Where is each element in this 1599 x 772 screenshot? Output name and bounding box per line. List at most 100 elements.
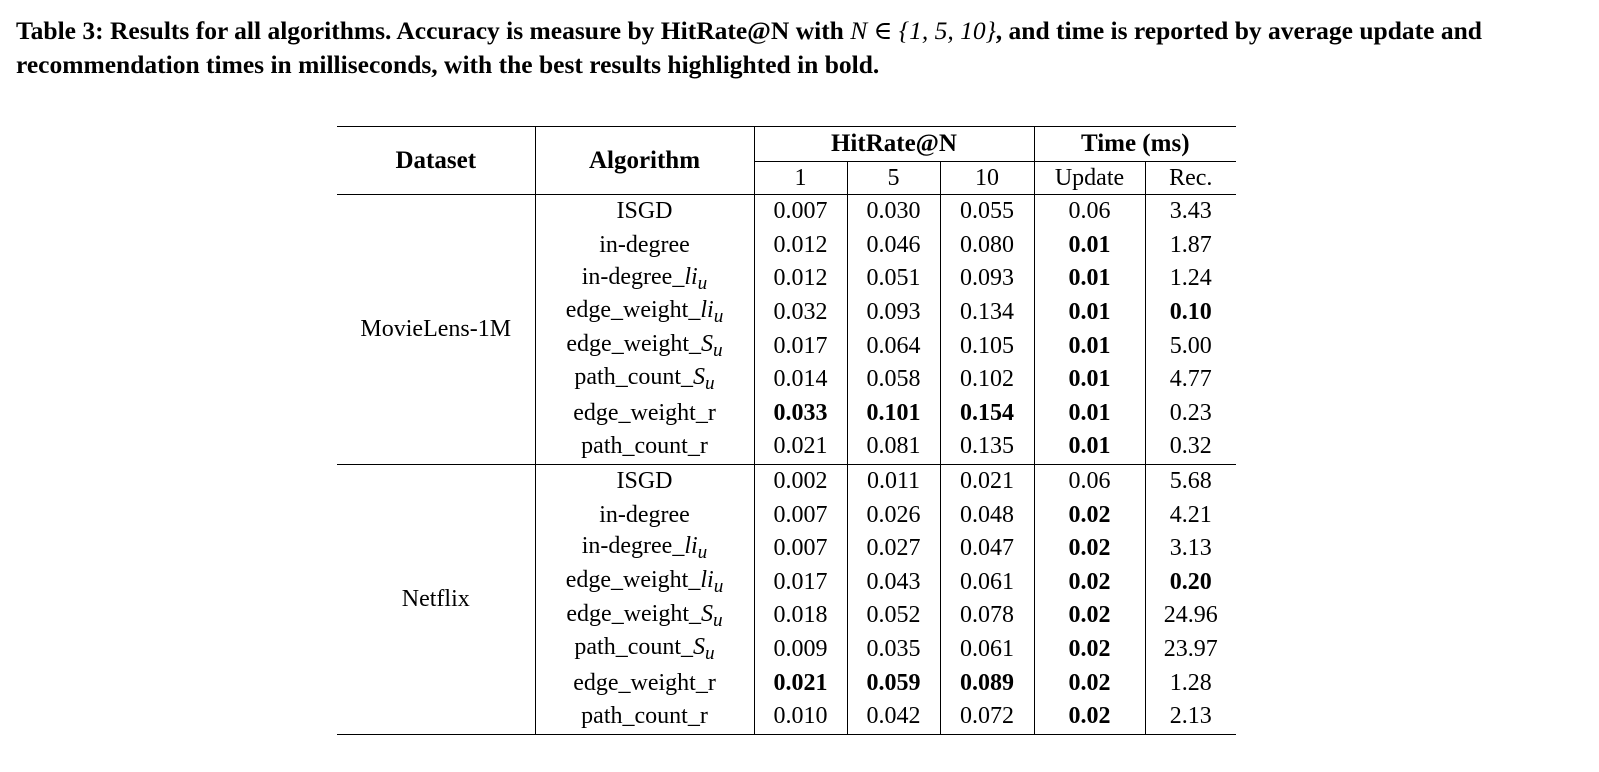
table-header: Dataset Algorithm HitRate@N Time (ms) 1 … [337, 126, 1236, 195]
algorithm-name: in-degree [599, 501, 690, 528]
rec-time-cell: 0.20 [1144, 565, 1236, 600]
update-time-cell: 0.02 [1033, 666, 1145, 700]
caption-math: N ∈ {1, 5, 10} [850, 16, 996, 45]
algorithm-cell: path_count_r [534, 430, 754, 465]
algorithm-variable: li [700, 566, 714, 593]
hitrate-5-cell: 0.081 [846, 430, 940, 465]
update-time-cell: 0.01 [1033, 262, 1145, 296]
algorithm-variable: li [684, 533, 698, 560]
update-time-cell: 0.02 [1033, 565, 1145, 600]
algorithm-name: edge_weight_ [566, 330, 702, 357]
algorithm-name: path_count_r [581, 703, 708, 730]
algorithm-subscript: u [713, 609, 723, 631]
table-row: in-degree 0.012 0.046 0.080 0.01 1.87 [337, 228, 1236, 263]
table-row: in-degree_liu 0.012 0.051 0.093 0.01 1.24 [337, 262, 1236, 296]
algorithm-name: ISGD [616, 198, 673, 225]
algorithm-subscript: u [713, 339, 723, 361]
algorithm-variable: S [693, 364, 706, 391]
hitrate-10-cell: 0.061 [939, 632, 1034, 667]
algorithm-cell: edge_weight_liu [534, 295, 754, 330]
rec-time-cell: 0.23 [1144, 396, 1236, 431]
rec-time-cell: 4.21 [1144, 498, 1236, 532]
hitrate-5-cell: 0.030 [846, 194, 940, 229]
update-time-cell: 0.06 [1033, 194, 1145, 229]
hitrate-1-cell: 0.021 [753, 666, 847, 700]
header-dataset: Dataset [337, 126, 535, 195]
header-time: Time (ms) [1033, 126, 1236, 162]
hitrate-5-cell: 0.101 [846, 396, 940, 431]
hitrate-1-cell: 0.007 [753, 498, 847, 532]
update-time-cell: 0.06 [1033, 464, 1145, 499]
header-hitrate: HitRate@N [753, 126, 1034, 162]
hitrate-10-cell: 0.047 [939, 531, 1034, 566]
header-algorithm: Algorithm [534, 126, 754, 195]
table-row: path_count_r 0.021 0.081 0.135 0.01 0.32 [337, 430, 1236, 465]
algorithm-cell: in-degree [534, 228, 754, 263]
rec-time-cell: 3.43 [1144, 194, 1236, 229]
hitrate-10-cell: 0.072 [939, 699, 1034, 734]
rec-time-cell: 1.28 [1144, 666, 1236, 700]
rec-time-cell: 5.68 [1144, 464, 1236, 499]
header-rec: Rec. [1144, 161, 1236, 195]
algorithm-name: ISGD [616, 468, 673, 495]
algorithm-cell: in-degree_liu [534, 262, 754, 296]
hitrate-10-cell: 0.154 [939, 396, 1034, 431]
table-row: edge_weight_liu 0.032 0.093 0.134 0.01 0.10 [337, 295, 1236, 330]
algorithm-name: edge_weight_ [566, 600, 702, 627]
table-row: path_count_r 0.010 0.042 0.072 0.02 2.13 [337, 699, 1236, 734]
algorithm-name: edge_weight_r [573, 399, 716, 426]
hitrate-1-cell: 0.012 [753, 228, 847, 263]
algorithm-cell: path_count_r [534, 699, 754, 734]
rec-time-cell: 4.77 [1144, 362, 1236, 397]
hitrate-10-cell: 0.089 [939, 666, 1034, 700]
algorithm-cell: path_count_Su [534, 632, 754, 667]
algorithm-variable: S [701, 600, 714, 627]
hitrate-10-cell: 0.134 [939, 295, 1034, 330]
table-row: edge_weight_Su 0.017 0.064 0.105 0.01 5.00 [337, 329, 1236, 363]
hitrate-10-cell: 0.080 [939, 228, 1034, 263]
update-time-cell: 0.01 [1033, 362, 1145, 397]
results-table: Dataset Algorithm HitRate@N Time (ms) 1 … [337, 126, 1236, 735]
hitrate-1-cell: 0.007 [753, 531, 847, 566]
algorithm-subscript: u [697, 272, 708, 294]
table-row: in-degree 0.007 0.026 0.048 0.02 4.21 [337, 498, 1236, 532]
hitrate-10-cell: 0.061 [939, 565, 1034, 600]
hitrate-5-cell: 0.058 [846, 362, 940, 397]
hitrate-10-cell: 0.048 [939, 498, 1034, 532]
update-time-cell: 0.01 [1033, 295, 1145, 330]
hitrate-1-cell: 0.012 [753, 262, 847, 296]
update-time-cell: 0.01 [1033, 329, 1145, 363]
rec-time-cell: 2.13 [1144, 699, 1236, 734]
header-hitrate-1: 1 [753, 161, 847, 195]
algorithm-name: in-degree_ [581, 533, 685, 560]
algorithm-variable: S [701, 330, 714, 357]
algorithm-name: edge_weight_ [565, 566, 701, 593]
hitrate-5-cell: 0.035 [846, 632, 940, 667]
algorithm-subscript: u [697, 542, 708, 564]
header-hitrate-10: 10 [939, 161, 1034, 195]
algorithm-name: path_count_ [574, 364, 694, 391]
table-row: in-degree_liu 0.007 0.027 0.047 0.02 3.13 [337, 531, 1236, 566]
hitrate-1-cell: 0.033 [753, 396, 847, 431]
hitrate-10-cell: 0.105 [939, 329, 1034, 363]
table-row: path_count_Su 0.009 0.035 0.061 0.02 23.97 [337, 632, 1236, 667]
table-body: MovieLens-1M ISGD 0.007 0.030 0.055 0.06 3.43 i… [337, 194, 1236, 734]
hitrate-1-cell: 0.021 [753, 430, 847, 465]
algorithm-cell: edge_weight_liu [534, 565, 754, 600]
hitrate-5-cell: 0.051 [846, 262, 940, 296]
update-time-cell: 0.01 [1033, 430, 1145, 465]
algorithm-name: edge_weight_ [565, 297, 701, 324]
hitrate-10-cell: 0.078 [939, 599, 1034, 633]
hitrate-1-cell: 0.032 [753, 295, 847, 330]
algorithm-variable: S [693, 634, 706, 661]
hitrate-1-cell: 0.018 [753, 599, 847, 633]
hitrate-5-cell: 0.052 [846, 599, 940, 633]
hitrate-5-cell: 0.046 [846, 228, 940, 263]
algorithm-cell: edge_weight_Su [534, 599, 754, 633]
update-time-cell: 0.02 [1033, 632, 1145, 667]
algorithm-cell: edge_weight_Su [534, 329, 754, 363]
algorithm-name: in-degree [599, 231, 690, 258]
hitrate-5-cell: 0.026 [846, 498, 940, 532]
hitrate-1-cell: 0.017 [753, 329, 847, 363]
table-row: edge_weight_r 0.021 0.059 0.089 0.02 1.28 [337, 666, 1236, 700]
